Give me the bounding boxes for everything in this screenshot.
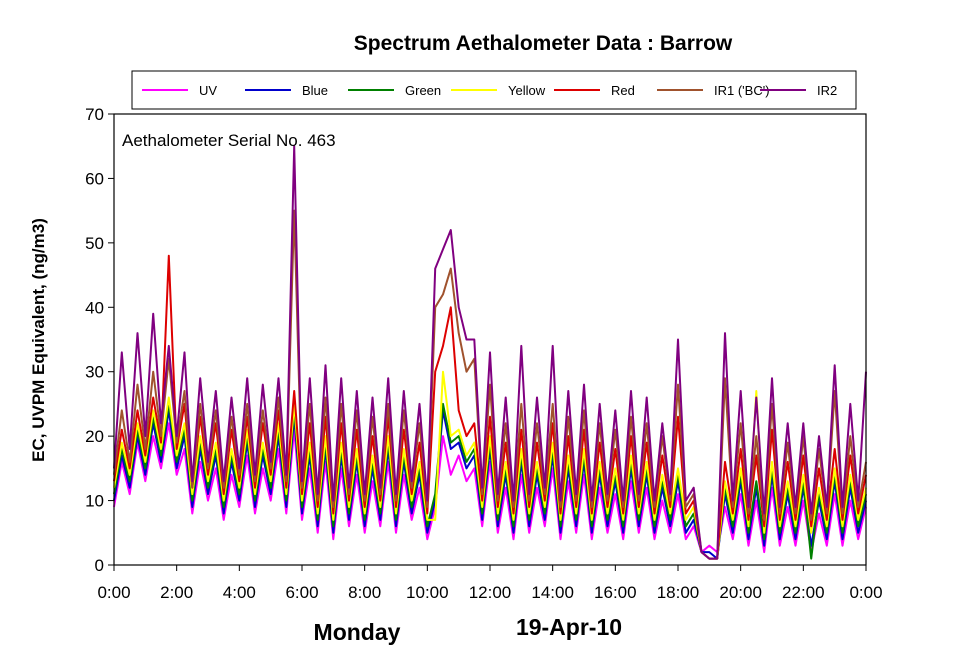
y-tick-label: 40 xyxy=(85,298,104,317)
y-axis: 0 10 20 30 40 50 60 70 xyxy=(85,105,114,575)
x-tick-label: 22:00 xyxy=(782,583,825,602)
y-tick-label: 30 xyxy=(85,363,104,382)
legend-label: UV xyxy=(199,83,217,98)
x-axis: 0:00 2:00 4:00 6:00 8:00 10:00 12:00 14:00 16:00… xyxy=(97,565,883,602)
x-tick-label: 8:00 xyxy=(348,583,381,602)
series-line-0 xyxy=(113,422,867,554)
y-tick-label: 50 xyxy=(85,234,104,253)
x-tick-label: 2:00 xyxy=(160,583,193,602)
x-tick-label: 6:00 xyxy=(285,583,318,602)
x-tick-label: 4:00 xyxy=(223,583,256,602)
date-label: 19-Apr-10 xyxy=(516,614,622,640)
y-tick-label: 70 xyxy=(85,105,104,124)
legend-label: IR2 xyxy=(817,83,837,98)
series-line-6 xyxy=(113,145,867,560)
legend-label: Green xyxy=(405,83,441,98)
series-line-4 xyxy=(113,254,867,560)
x-tick-label: 18:00 xyxy=(657,583,700,602)
legend-label: Yellow xyxy=(508,83,546,98)
y-tick-label: 10 xyxy=(85,492,104,511)
y-tick-label: 0 xyxy=(95,556,104,575)
day-label: Monday xyxy=(314,619,401,645)
chart-title: Spectrum Aethalometer Data : Barrow xyxy=(354,32,733,55)
y-tick-label: 20 xyxy=(85,427,104,446)
x-tick-label: 10:00 xyxy=(406,583,449,602)
x-tick-label: 12:00 xyxy=(469,583,512,602)
legend: UV Blue Green Yellow Red IR1 ('BC') IR2 xyxy=(131,70,857,110)
y-tick-label: 60 xyxy=(85,169,104,188)
y-axis-label: EC, UVPM Equivalent, (ng/m3) xyxy=(29,218,48,462)
legend-label: IR1 ('BC') xyxy=(714,83,770,98)
x-tick-label: 20:00 xyxy=(719,583,762,602)
x-tick-label: 14:00 xyxy=(531,583,574,602)
legend-label: Red xyxy=(611,83,635,98)
x-tick-label: 0:00 xyxy=(97,583,130,602)
series-line-3 xyxy=(113,370,867,560)
series-lines xyxy=(113,145,867,560)
x-tick-label: 0:00 xyxy=(849,583,882,602)
serial-annotation: Aethalometer Serial No. 463 xyxy=(122,131,336,150)
series-line-5 xyxy=(113,209,867,560)
legend-label: Blue xyxy=(302,83,328,98)
x-tick-label: 16:00 xyxy=(594,583,637,602)
